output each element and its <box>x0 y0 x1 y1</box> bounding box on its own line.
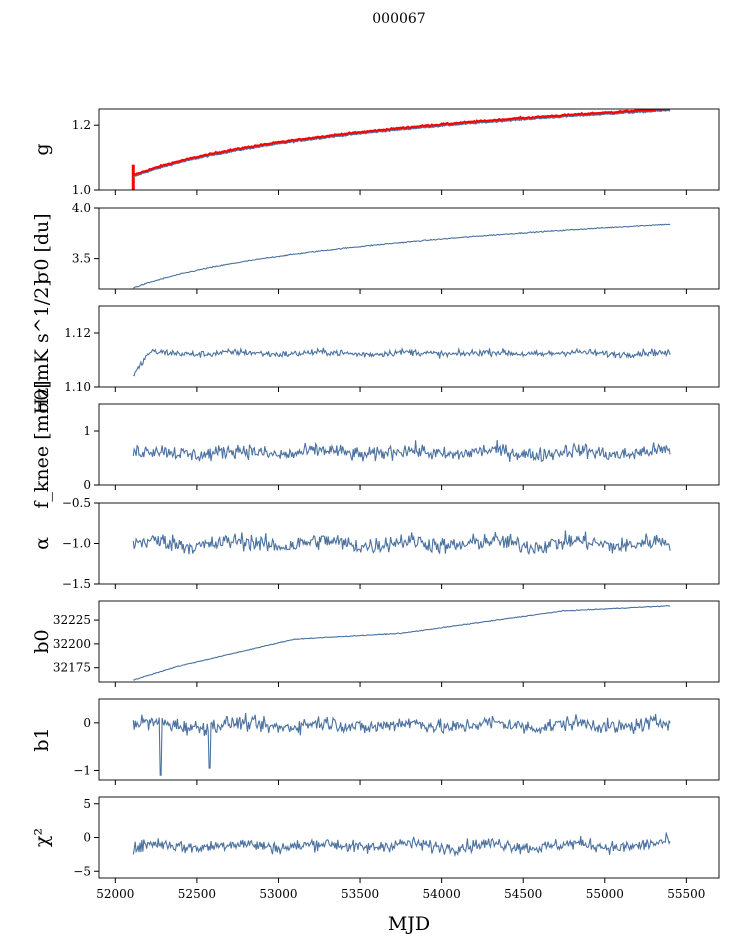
x-tick-label: 54000 <box>423 887 461 901</box>
y-tick-label: 1.12 <box>64 326 91 340</box>
panel-3: 1.10 1.12 σ0[mK s^1/2] <box>31 279 720 414</box>
y-axis-label: f_knee [mHz] <box>31 380 53 508</box>
y-tick-label: −0.5 <box>62 496 91 510</box>
y-axis-label: b0 <box>31 629 53 653</box>
x-tick-label: 52500 <box>178 887 216 901</box>
y-tick-label: 32200 <box>53 637 91 651</box>
series-line <box>133 223 671 289</box>
y-tick-label: −1.0 <box>62 537 91 551</box>
y-axis-label: g <box>31 143 53 155</box>
y-tick-label: −5 <box>73 864 91 878</box>
panel-1: 1.0 1.2 g <box>31 108 720 197</box>
series-line <box>132 712 671 776</box>
y-tick-label: 1.2 <box>72 118 91 132</box>
x-tick-label: 55500 <box>667 887 705 901</box>
series-line <box>133 605 671 681</box>
panel-7: −1 0 b1 <box>31 698 720 785</box>
panel-2: 3.5 4.0 σ0 [du] <box>31 201 720 294</box>
axes-frame <box>98 698 720 781</box>
axes-frame <box>98 305 720 388</box>
y-axis-label: σ0[mK s^1/2] <box>31 279 53 413</box>
x-tick-label: 53500 <box>341 887 379 901</box>
y-tick-label: −1 <box>73 763 91 777</box>
x-tick-label: 53000 <box>259 887 297 901</box>
y-tick-label: 5 <box>83 797 91 811</box>
series-line <box>132 439 671 463</box>
panel-4: 0 1 f_knee [mHz] <box>31 380 720 509</box>
panel-5: −1.5 −1.0 −0.5 α <box>31 496 720 591</box>
axes-frame <box>98 796 720 879</box>
y-axis-label: α <box>31 537 53 550</box>
x-axis-label: MJD <box>388 913 430 935</box>
series-line <box>133 109 671 178</box>
axes-frame <box>98 600 720 683</box>
y-tick-label: 1.0 <box>72 183 91 197</box>
y-tick-label: −1.5 <box>62 577 91 591</box>
series-line <box>132 832 671 858</box>
figure-title: 000067 <box>372 11 425 27</box>
y-tick-label: 32225 <box>53 613 91 627</box>
x-tick-label: 55000 <box>586 887 624 901</box>
panels: 1.0 1.2 g 3.5 4.0 σ0 [du] 1.10 1.12 σ0[mK s^1/2]… <box>31 108 720 901</box>
y-tick-label: 3.5 <box>72 252 91 266</box>
series-line <box>132 530 671 556</box>
x-tick-label: 52000 <box>96 887 134 901</box>
y-tick-label: 4.0 <box>72 201 91 215</box>
y-tick-label: 1 <box>83 424 91 438</box>
y-axis-label: σ0 [du] <box>31 213 53 283</box>
y-tick-label: 1.10 <box>64 380 91 394</box>
y-tick-label: 0 <box>83 478 91 492</box>
y-tick-label: 0 <box>83 716 91 730</box>
panel-8: −5 0 5 52000 52500 53000 53500 54000 54500 55000 5… <box>31 796 720 901</box>
axes-frame <box>98 108 720 191</box>
y-axis-label: b1 <box>31 727 53 751</box>
y-tick-label: 32175 <box>53 661 91 675</box>
axes-frame <box>98 207 720 290</box>
axes-frame <box>98 403 720 486</box>
series-line <box>133 346 671 377</box>
y-axis-label: χ² <box>31 828 53 847</box>
series-overlay-line <box>132 109 671 177</box>
x-tick-label: 54500 <box>504 887 542 901</box>
y-tick-label: 0 <box>83 831 91 845</box>
